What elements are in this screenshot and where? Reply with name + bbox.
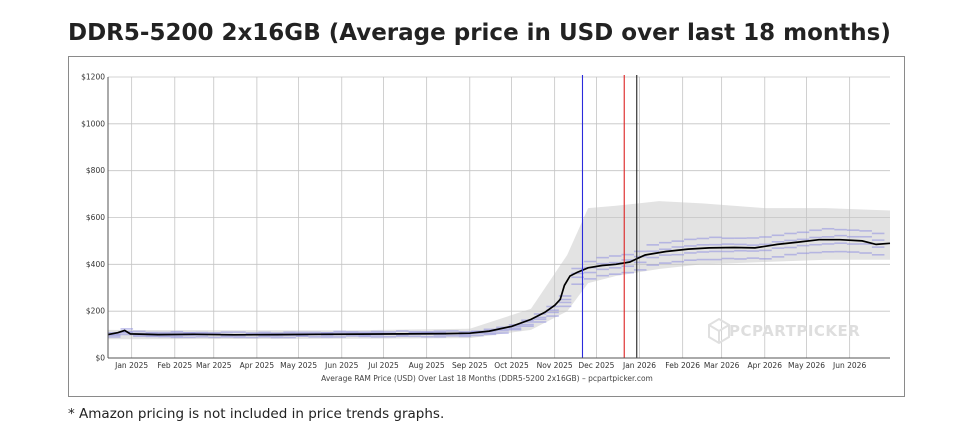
x-tick-label: Oct 2025 — [494, 361, 529, 370]
x-tick-label: May 2025 — [280, 361, 317, 370]
x-tick-label: Jul 2025 — [367, 361, 399, 370]
y-axis-tick-labels: $0 $200 $400 $600 $800 $1000 $1200 — [81, 73, 105, 363]
y-tick-label: $600 — [86, 213, 105, 222]
watermark-text: PCPARTPICKER — [729, 322, 860, 340]
event-markers — [581, 75, 638, 358]
price-range-band — [108, 201, 890, 340]
footnote: * Amazon pricing is not included in pric… — [68, 406, 445, 422]
x-tick-label: Jun 2025 — [324, 361, 358, 370]
x-tick-label: Apr 2025 — [240, 361, 275, 370]
y-tick-label: $400 — [86, 260, 105, 269]
x-tick-label: Feb 2025 — [157, 361, 192, 370]
price-band-area — [108, 201, 890, 340]
x-tick-label: May 2026 — [788, 361, 825, 370]
y-tick-label: $1000 — [81, 119, 105, 128]
y-tick-label: $1200 — [81, 73, 105, 82]
y-tick-label: $0 — [95, 354, 105, 363]
x-tick-label: Apr 2026 — [748, 361, 783, 370]
page-title: DDR5-5200 2x16GB (Average price in USD o… — [68, 20, 891, 46]
chart-caption: Average RAM Price (USD) Over Last 18 Mon… — [321, 374, 653, 383]
chart-frame: PCPARTPICKER $0 $200 $400 $600 $800 $1000 $120… — [68, 56, 905, 397]
x-tick-label: Mar 2026 — [704, 361, 740, 370]
x-tick-label: Jan 2026 — [622, 361, 656, 370]
x-tick-label: Jun 2026 — [832, 361, 866, 370]
x-tick-label: Dec 2025 — [578, 361, 614, 370]
average-price-series — [107, 238, 891, 336]
x-tick-label: Mar 2025 — [196, 361, 232, 370]
grid-lines — [108, 76, 890, 359]
y-tick-label: $200 — [86, 307, 105, 316]
x-tick-label: Sep 2025 — [452, 361, 488, 370]
x-axis-tick-labels: Jan 2025 Feb 2025 Mar 2025 Apr 2025 May 2025… — [114, 361, 866, 370]
x-tick-label: Nov 2025 — [537, 361, 573, 370]
pcpartpicker-logo-icon — [708, 317, 730, 345]
price-trend-chart: PCPARTPICKER $0 $200 $400 $600 $800 $1000 $120… — [81, 73, 891, 383]
x-tick-label: Feb 2026 — [665, 361, 700, 370]
x-tick-label: Aug 2025 — [409, 361, 445, 370]
average-price-line — [107, 238, 891, 336]
x-tick-label: Jan 2025 — [114, 361, 148, 370]
y-tick-label: $800 — [86, 166, 105, 175]
axes — [107, 77, 890, 359]
